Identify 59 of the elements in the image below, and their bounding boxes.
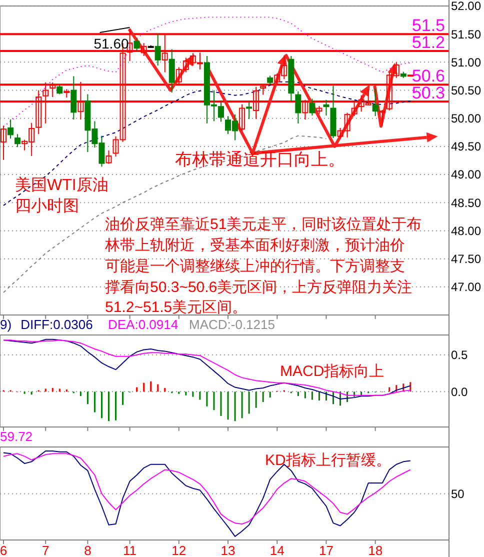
candlestick bbox=[239, 104, 246, 132]
x-tick-label: 11 bbox=[123, 543, 137, 557]
candlestick bbox=[106, 150, 112, 164]
annotation: 美国WTI原油 bbox=[15, 176, 108, 194]
y-tick-label: 49.00 bbox=[451, 168, 482, 182]
annotation: 51.60 bbox=[94, 35, 129, 52]
annotation: 51.2~51.5美元区间。 bbox=[105, 299, 248, 316]
candlestick bbox=[168, 48, 175, 94]
candlestick bbox=[70, 76, 77, 120]
annotation: KD指标上行暂缓。 bbox=[265, 452, 391, 469]
x-tick-label: 17 bbox=[318, 543, 334, 557]
candlestick bbox=[295, 90, 302, 124]
y-tick-label: 0.0 bbox=[451, 384, 468, 399]
chart-subtitle: 9) bbox=[0, 317, 12, 332]
line-series bbox=[3, 16, 411, 128]
annotation: 林带上轨附近，受基本面利好刺激，预计油价 bbox=[104, 237, 405, 254]
x-tick-label: 13 bbox=[220, 543, 236, 557]
ref-line-label: 50.3 bbox=[412, 84, 445, 103]
y-tick-label: 48.00 bbox=[451, 224, 482, 238]
candlestick bbox=[379, 109, 386, 126]
y-tick-label: 48.50 bbox=[451, 196, 482, 210]
candlestick bbox=[154, 33, 161, 66]
annotation: 可能是一个调整继续上冲的行情。下方调整支 bbox=[105, 258, 405, 275]
y-tick-label: 50.50 bbox=[451, 83, 482, 98]
x-tick-label: 14 bbox=[270, 543, 284, 557]
annotation: 油价反弹至靠近51美元走平，同时该位置处于布 bbox=[105, 216, 422, 233]
ref-line-label: 51.2 bbox=[412, 32, 445, 52]
text: MACD:-0.1215 bbox=[189, 317, 275, 332]
y-tick-label: 51.50 bbox=[451, 27, 482, 42]
candlestick bbox=[0, 125, 7, 160]
candlestick bbox=[372, 88, 378, 117]
x-tick-label: 12 bbox=[172, 543, 186, 557]
y-tick-label: 50.00 bbox=[451, 112, 482, 126]
chart-subtitle: 59.72 bbox=[0, 429, 33, 444]
series-label: DEA:0.0914 bbox=[108, 317, 178, 332]
candlestick bbox=[309, 98, 316, 116]
candlestick bbox=[134, 38, 140, 52]
candlestick bbox=[323, 99, 330, 116]
y-tick-label: 49.50 bbox=[451, 140, 482, 154]
y-tick-label: 52.00 bbox=[451, 0, 482, 14]
series-label: DIFF:0.0306 bbox=[20, 317, 93, 332]
candlestick bbox=[14, 134, 21, 148]
candlestick bbox=[246, 102, 252, 120]
annotation: 撑看向50.3~50.6美元区间，上方反弹阻力关注 bbox=[105, 279, 412, 296]
x-tick-label: 7 bbox=[42, 543, 50, 557]
text: 50 bbox=[451, 487, 465, 501]
annotation: 布林带通道开口向上。 bbox=[175, 150, 345, 169]
y-tick-label: 51.00 bbox=[451, 55, 482, 70]
x-tick-label: 8 bbox=[84, 543, 92, 557]
x-tick-label: 18 bbox=[368, 543, 383, 557]
annotation: 四小时图 bbox=[15, 197, 79, 215]
ref-line-label: 51.5 bbox=[412, 16, 445, 36]
candlestick bbox=[8, 118, 14, 140]
y-tick-label: 47.50 bbox=[451, 252, 482, 266]
ref-line-label: 50.6 bbox=[412, 66, 445, 86]
y-tick-label: 47.00 bbox=[451, 280, 482, 294]
annotation: MACD指标向上 bbox=[280, 363, 384, 380]
y-tick-label: 0.5 bbox=[451, 348, 468, 362]
x-tick-label: 6 bbox=[0, 543, 8, 557]
